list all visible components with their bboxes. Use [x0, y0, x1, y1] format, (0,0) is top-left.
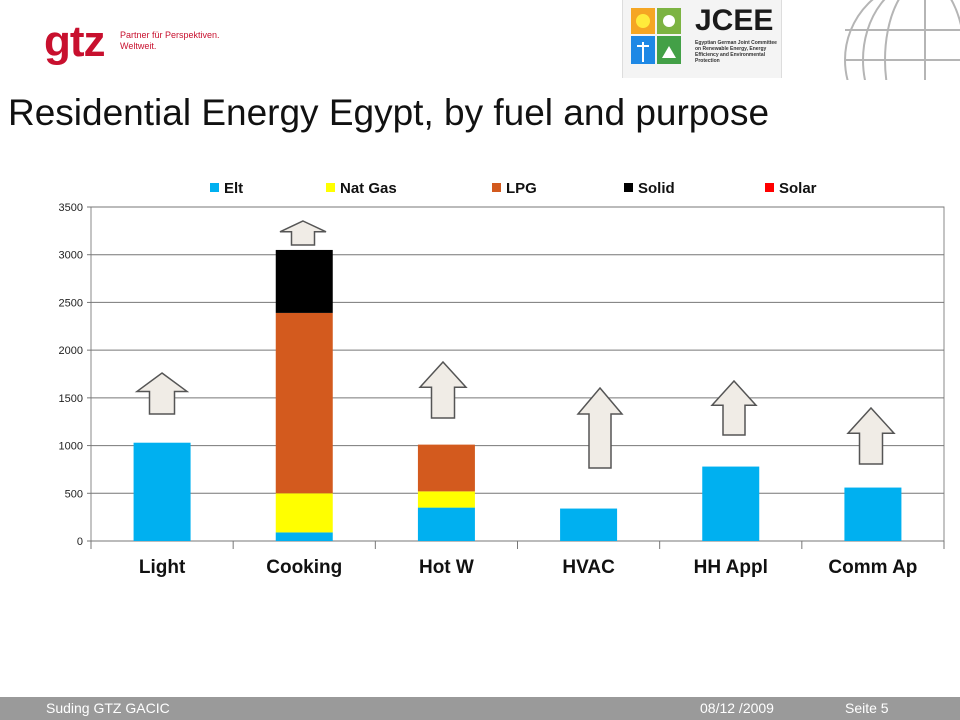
legend-swatch — [326, 183, 335, 192]
x-tick-label: Light — [139, 557, 186, 578]
legend-swatch — [492, 183, 501, 192]
bar-elt — [417, 507, 475, 541]
bar-elt — [275, 532, 333, 541]
slide-title: Residential Energy Egypt, by fuel and pu… — [8, 92, 770, 133]
legend-label: Solid — [638, 180, 675, 197]
legend-swatch — [210, 183, 219, 192]
footer-date: 08/12 /2009 — [700, 700, 774, 716]
bar-elt — [702, 466, 760, 541]
y-tick-label: 1000 — [59, 441, 83, 453]
legend-swatch — [765, 183, 774, 192]
gtz-tagline-line-1: Partner für Perspektiven. — [120, 30, 220, 40]
x-tick-label: Hot W — [419, 557, 474, 578]
x-tick-label: HVAC — [562, 557, 615, 578]
bar-nat-gas — [417, 491, 475, 508]
chart: 0 500 1000 1500 2000 2500 3000 3500 Light Cooking… — [59, 180, 945, 578]
gtz-tagline: Partner für Perspektiven. Weltweit. — [120, 30, 220, 52]
bar-nat-gas — [275, 493, 333, 533]
y-tick-label: 3500 — [59, 202, 83, 214]
bar-elt — [133, 442, 191, 541]
bar-elt — [560, 508, 618, 541]
y-tick-label: 3000 — [59, 250, 83, 262]
gtz-tagline-line-2: Weltweit. — [120, 41, 157, 51]
jcee-subtitle: Egyptian German Joint Committee on Renew… — [695, 40, 777, 64]
bar-solid — [275, 249, 333, 313]
gtz-logo: gtz — [44, 17, 106, 66]
y-tick-label: 2000 — [59, 345, 83, 357]
bar-lpg — [275, 312, 333, 494]
plot-area — [90, 206, 945, 542]
legend-label: Elt — [224, 180, 243, 197]
legend-label: Nat Gas — [340, 180, 397, 197]
up-arrow-icon — [418, 360, 468, 419]
globe-icon — [844, 0, 960, 80]
y-tick-label: 2500 — [59, 297, 83, 309]
jcee-emblem-icon — [631, 8, 681, 64]
footer-bar: Suding GTZ GACIC 08/12 /2009 Seite 5 — [0, 697, 960, 720]
header: gtz Partner für Perspektiven. Weltweit. … — [0, 0, 960, 80]
x-tick-label: HH Appl — [694, 557, 768, 578]
legend-label: Solar — [779, 180, 817, 197]
footer-page-number: Seite 5 — [845, 700, 889, 716]
bar-lpg — [417, 444, 475, 492]
up-arrow-icon — [134, 372, 190, 415]
y-tick-label: 500 — [65, 488, 83, 500]
x-tick-label: Comm Ap — [828, 557, 917, 578]
up-arrow-icon — [846, 406, 896, 465]
legend-label: LPG — [506, 180, 537, 197]
jcee-logo: JCEE Egyptian German Joint Committee on … — [622, 0, 782, 78]
y-tick-label: 1500 — [59, 393, 83, 405]
x-tick-label: Cooking — [266, 557, 342, 578]
legend-swatch — [624, 183, 633, 192]
y-tick-label: 0 — [77, 536, 83, 548]
up-arrow-icon — [576, 386, 624, 469]
footer-author: Suding GTZ GACIC — [46, 700, 170, 716]
bar-elt — [844, 487, 902, 541]
jcee-title: JCEE — [695, 4, 774, 37]
up-arrow-icon — [710, 379, 758, 436]
up-arrow-icon — [279, 220, 327, 246]
